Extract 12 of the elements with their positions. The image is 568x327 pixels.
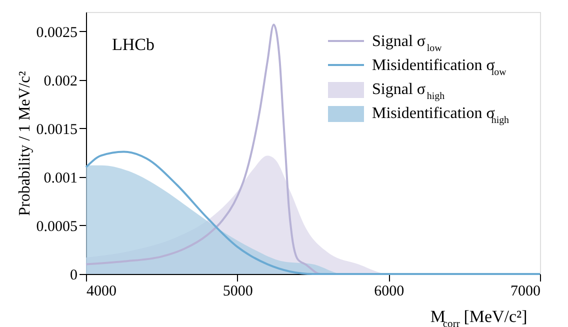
y-tick-label: 0 — [70, 268, 78, 284]
x-tick-label: 6000 — [374, 284, 404, 300]
y-tick-label: 0.002 — [44, 73, 78, 90]
x-tick-label: 4000 — [86, 284, 116, 300]
x-tick-label: 7000 — [510, 284, 540, 300]
y-axis-title: Probability / 1 MeV/c² — [16, 70, 34, 216]
y-tick-label: 0.0025 — [36, 24, 78, 41]
x-tick-label: 5000 — [222, 284, 253, 300]
y-tick-label: 0.0005 — [36, 218, 78, 235]
y-tick-label: 0.0015 — [36, 122, 78, 138]
y-tick-label: 0.001 — [44, 170, 78, 186]
annotation: LHCb — [112, 35, 154, 54]
